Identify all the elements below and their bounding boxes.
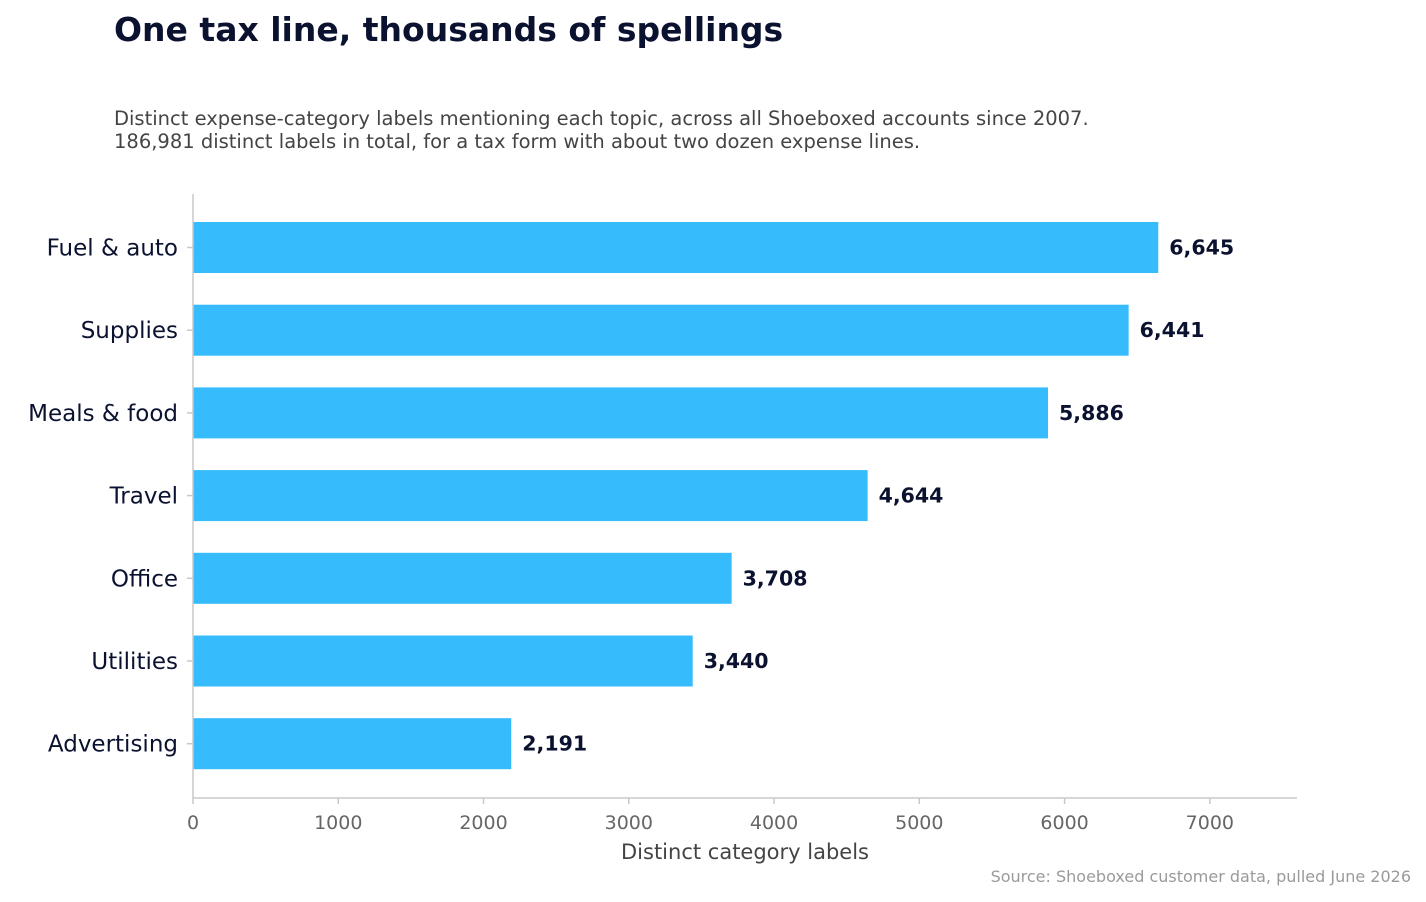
- data-label: 5,886: [1059, 401, 1124, 425]
- chart-title: One tax line, thousands of spellings: [114, 10, 784, 49]
- data-label: 3,440: [704, 649, 769, 673]
- subtitle-line-1: Distinct expense-category labels mention…: [114, 107, 1089, 130]
- x-tick-label: 5000: [895, 812, 943, 834]
- y-tick-label: Office: [111, 566, 178, 592]
- y-tick-label: Advertising: [48, 732, 178, 758]
- bar: [193, 222, 1159, 273]
- bar: [193, 552, 732, 604]
- y-tick-label: Utilities: [91, 649, 178, 675]
- bar: [193, 387, 1049, 439]
- x-tick-label: 0: [187, 812, 199, 834]
- x-tick-label: 7000: [1186, 812, 1234, 834]
- source-note: Source: Shoeboxed customer data, pulled …: [990, 867, 1411, 886]
- data-label: 6,645: [1169, 236, 1234, 260]
- y-tick-label: Fuel & auto: [47, 236, 178, 262]
- data-label: 2,191: [522, 732, 587, 756]
- x-tick-label: 4000: [750, 812, 798, 834]
- x-tick-label: 6000: [1040, 812, 1088, 834]
- data-label: 4,644: [879, 484, 944, 508]
- x-tick-label: 2000: [459, 812, 507, 834]
- y-tick-label: Meals & food: [28, 401, 178, 427]
- x-tick-label: 3000: [605, 812, 653, 834]
- y-tick-label: Supplies: [81, 318, 178, 344]
- data-label: 3,708: [743, 566, 808, 590]
- bar: [193, 635, 693, 687]
- chart-subtitle: Distinct expense-category labels mention…: [114, 107, 1089, 153]
- subtitle-line-2: 186,981 distinct labels in total, for a …: [114, 130, 921, 153]
- data-label: 6,441: [1140, 318, 1205, 342]
- bar: [193, 470, 868, 522]
- x-tick-label: 1000: [314, 812, 362, 834]
- y-tick-label: Travel: [109, 484, 178, 510]
- bar: [193, 718, 512, 770]
- x-axis-label: Distinct category labels: [621, 840, 869, 864]
- bar: [193, 304, 1129, 356]
